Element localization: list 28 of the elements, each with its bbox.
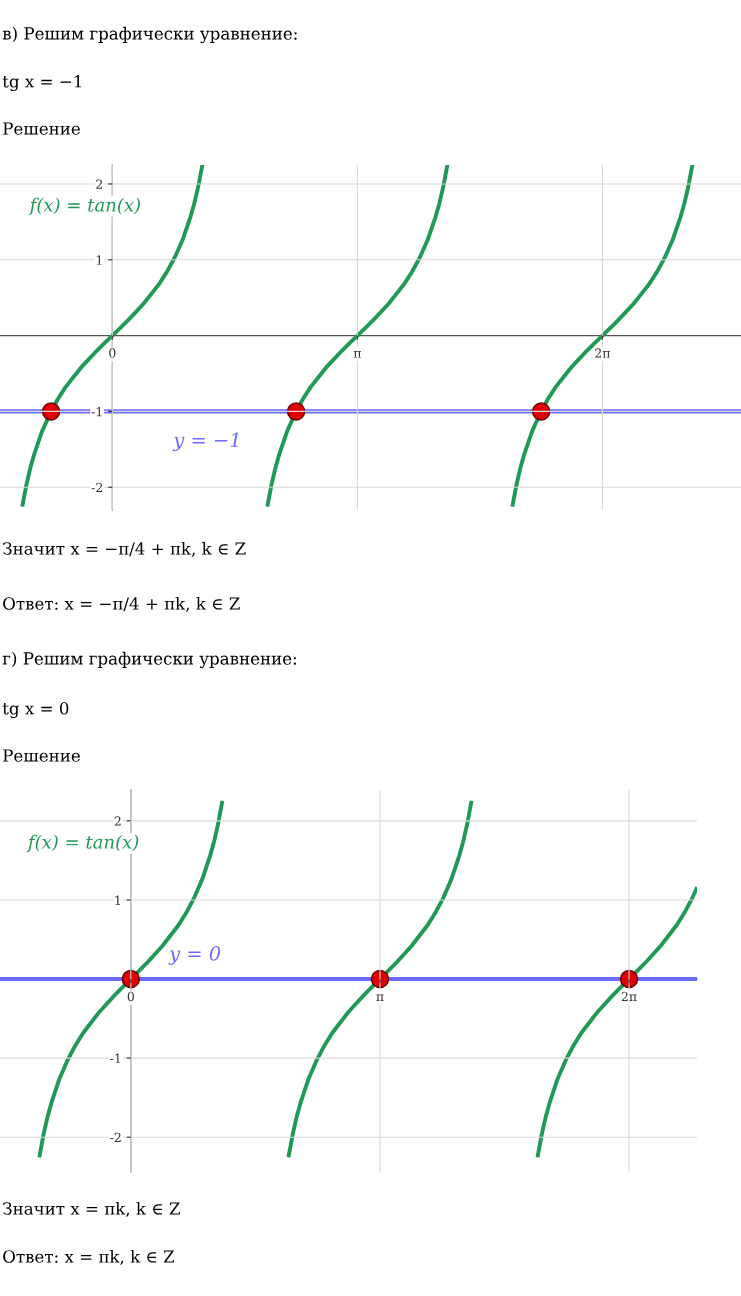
x-tick-label: π: [353, 351, 362, 358]
text: f(x) = tan(x): [26, 834, 139, 853]
y-tick-label: -2: [110, 1132, 121, 1142]
x-tick-label: 0: [127, 991, 134, 1002]
text: Значит x = πk, k ∈ Z: [3, 1201, 180, 1217]
text: Значит x = −π/4 + πk, k ∈ Z: [3, 541, 246, 557]
x-tick-label: 0: [109, 348, 116, 358]
chart-subtitle: tg x = 0: [2, 701, 69, 719]
y-tick-label: -1: [110, 1053, 121, 1063]
x-tick-label: 2π: [621, 991, 637, 1002]
y-tick-label: 2: [114, 816, 121, 826]
y-tick-label: -1: [91, 406, 102, 417]
text: f(x) = tan(x): [28, 197, 140, 216]
y-tick-label: 2: [96, 179, 103, 189]
ref-line-label: y = −1: [172, 432, 238, 452]
text: Решение: [3, 122, 80, 135]
chart-subtitle: tg x = −1: [2, 74, 82, 92]
chart-title: г) Решим графически уравнение:: [2, 651, 296, 669]
y-tick-label: -2: [91, 482, 103, 492]
y-tick-label: 1: [96, 255, 102, 265]
x-tick-label: π: [376, 994, 384, 1002]
text: Решение: [3, 749, 80, 762]
text: Ответ: x = −π/4 + πk, k ∈ Z: [3, 596, 240, 612]
text: Ответ: x = πk, k ∈ Z: [3, 1249, 175, 1265]
chart-title: в) Решим графически уравнение:: [2, 26, 297, 44]
ref-line-label: y = 0: [168, 945, 221, 965]
x-tick-label: 2π: [595, 348, 611, 358]
y-tick-label: 1: [115, 895, 121, 905]
